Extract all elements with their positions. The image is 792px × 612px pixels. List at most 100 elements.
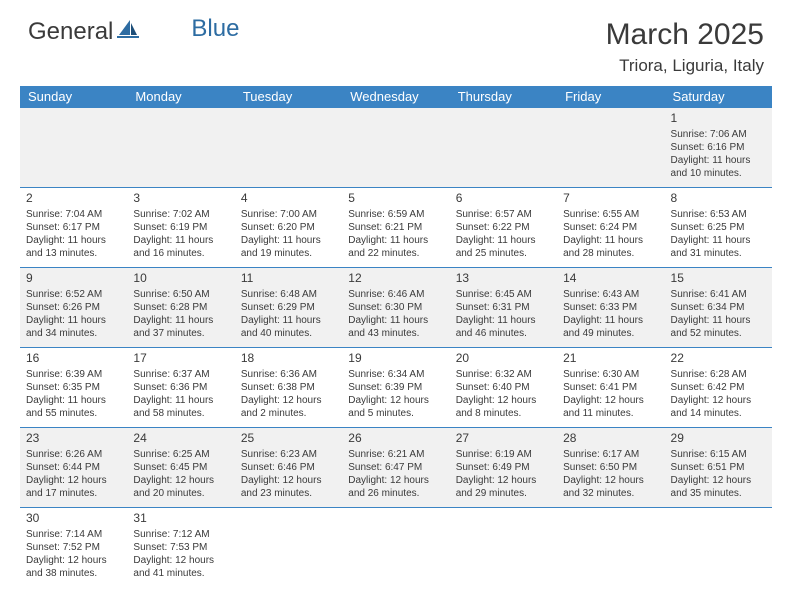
cell-text: Daylight: 12 hours: [348, 474, 443, 487]
cell-text: Sunset: 6:36 PM: [133, 381, 228, 394]
cell-text: and 38 minutes.: [26, 567, 121, 580]
cell-text: Daylight: 12 hours: [563, 474, 658, 487]
day-number: 9: [26, 271, 121, 287]
day-number: 23: [26, 431, 121, 447]
cell-text: Sunrise: 6:34 AM: [348, 368, 443, 381]
cell-text: and 32 minutes.: [563, 487, 658, 500]
calendar-row: 9Sunrise: 6:52 AMSunset: 6:26 PM Daylight…: [20, 268, 772, 348]
cell-text: Daylight: 12 hours: [348, 394, 443, 407]
cell-text: Daylight: 11 hours: [133, 234, 228, 247]
cell-text: Sunrise: 6:55 AM: [563, 208, 658, 221]
calendar-cell: 11Sunrise: 6:48 AMSunset: 6:29 PMDayligh…: [235, 268, 342, 348]
calendar-cell: [20, 108, 127, 188]
day-header: Sunday: [20, 86, 127, 108]
calendar-cell: 6Sunrise: 6:57 AMSunset: 6:22 PMDaylight…: [450, 188, 557, 268]
day-number: 4: [241, 191, 336, 207]
cell-text: Sunset: 6:29 PM: [241, 301, 336, 314]
cell-text: Sunset: 6:31 PM: [456, 301, 551, 314]
cell-text: Sunrise: 6:39 AM: [26, 368, 121, 381]
cell-text: Sunset: 6:20 PM: [241, 221, 336, 234]
cell-text: Sunset: 6:25 PM: [671, 221, 766, 234]
cell-text: and 34 minutes.: [26, 327, 121, 340]
cell-text: Daylight: 11 hours: [241, 314, 336, 327]
calendar-cell: 4Sunrise: 7:00 AMSunset: 6:20 PMDaylight…: [235, 188, 342, 268]
calendar-cell: [127, 108, 234, 188]
cell-text: Daylight: 11 hours: [241, 234, 336, 247]
cell-text: Sunrise: 6:43 AM: [563, 288, 658, 301]
day-number: 19: [348, 351, 443, 367]
cell-text: Sunset: 6:19 PM: [133, 221, 228, 234]
page-title: March 2025: [606, 18, 764, 52]
cell-text: and 22 minutes.: [348, 247, 443, 260]
calendar-cell: 21Sunrise: 6:30 AMSunset: 6:41 PMDayligh…: [557, 348, 664, 428]
cell-text: Sunset: 6:17 PM: [26, 221, 121, 234]
cell-text: and 35 minutes.: [671, 487, 766, 500]
cell-text: Sunset: 6:26 PM: [26, 301, 121, 314]
cell-text: Sunrise: 7:12 AM: [133, 528, 228, 541]
cell-text: Daylight: 11 hours: [26, 394, 121, 407]
calendar-cell: 31Sunrise: 7:12 AMSunset: 7:53 PMDayligh…: [127, 508, 234, 588]
cell-text: Sunset: 6:39 PM: [348, 381, 443, 394]
cell-text: Sunrise: 6:46 AM: [348, 288, 443, 301]
cell-text: and 11 minutes.: [563, 407, 658, 420]
day-number: 2: [26, 191, 121, 207]
calendar-cell: 22Sunrise: 6:28 AMSunset: 6:42 PMDayligh…: [665, 348, 772, 428]
cell-text: Daylight: 12 hours: [241, 474, 336, 487]
day-number: 7: [563, 191, 658, 207]
calendar-cell: 17Sunrise: 6:37 AMSunset: 6:36 PMDayligh…: [127, 348, 234, 428]
cell-text: Sunrise: 6:32 AM: [456, 368, 551, 381]
calendar-cell: 20Sunrise: 6:32 AMSunset: 6:40 PMDayligh…: [450, 348, 557, 428]
cell-text: and 43 minutes.: [348, 327, 443, 340]
cell-text: Daylight: 11 hours: [563, 234, 658, 247]
day-number: 20: [456, 351, 551, 367]
cell-text: Sunset: 6:50 PM: [563, 461, 658, 474]
cell-text: Sunset: 6:38 PM: [241, 381, 336, 394]
cell-text: Daylight: 12 hours: [671, 394, 766, 407]
calendar-body: 1Sunrise: 7:06 AMSunset: 6:16 PMDaylight…: [20, 108, 772, 588]
location: Triora, Liguria, Italy: [606, 56, 764, 76]
day-number: 31: [133, 511, 228, 527]
cell-text: Daylight: 12 hours: [26, 554, 121, 567]
cell-text: Sunset: 6:34 PM: [671, 301, 766, 314]
calendar-cell: 24Sunrise: 6:25 AMSunset: 6:45 PMDayligh…: [127, 428, 234, 508]
cell-text: Sunrise: 6:30 AM: [563, 368, 658, 381]
cell-text: and 20 minutes.: [133, 487, 228, 500]
calendar-cell: 25Sunrise: 6:23 AMSunset: 6:46 PMDayligh…: [235, 428, 342, 508]
cell-text: Sunrise: 6:15 AM: [671, 448, 766, 461]
cell-text: Daylight: 12 hours: [456, 394, 551, 407]
day-number: 13: [456, 271, 551, 287]
cell-text: Sunrise: 7:14 AM: [26, 528, 121, 541]
calendar-cell: [557, 508, 664, 588]
cell-text: Sunrise: 6:36 AM: [241, 368, 336, 381]
cell-text: Daylight: 11 hours: [456, 314, 551, 327]
day-number: 24: [133, 431, 228, 447]
cell-text: and 23 minutes.: [241, 487, 336, 500]
cell-text: Daylight: 12 hours: [133, 474, 228, 487]
title-block: March 2025 Triora, Liguria, Italy: [606, 18, 764, 76]
cell-text: and 41 minutes.: [133, 567, 228, 580]
day-number: 17: [133, 351, 228, 367]
day-number: 15: [671, 271, 766, 287]
cell-text: Daylight: 11 hours: [563, 314, 658, 327]
day-header: Tuesday: [235, 86, 342, 108]
calendar-cell: [665, 508, 772, 588]
cell-text: and 31 minutes.: [671, 247, 766, 260]
day-number: 11: [241, 271, 336, 287]
day-number: 22: [671, 351, 766, 367]
cell-text: Sunset: 6:44 PM: [26, 461, 121, 474]
cell-text: Sunrise: 6:23 AM: [241, 448, 336, 461]
cell-text: and 25 minutes.: [456, 247, 551, 260]
cell-text: Sunrise: 6:50 AM: [133, 288, 228, 301]
cell-text: Sunrise: 6:45 AM: [456, 288, 551, 301]
cell-text: Sunrise: 6:52 AM: [26, 288, 121, 301]
calendar-cell: 30Sunrise: 7:14 AMSunset: 7:52 PMDayligh…: [20, 508, 127, 588]
cell-text: Sunrise: 6:53 AM: [671, 208, 766, 221]
calendar-cell: [235, 508, 342, 588]
day-number: 6: [456, 191, 551, 207]
calendar-cell: [450, 108, 557, 188]
cell-text: and 58 minutes.: [133, 407, 228, 420]
cell-text: Daylight: 12 hours: [456, 474, 551, 487]
cell-text: and 14 minutes.: [671, 407, 766, 420]
cell-text: Daylight: 12 hours: [133, 554, 228, 567]
cell-text: Sunrise: 6:17 AM: [563, 448, 658, 461]
